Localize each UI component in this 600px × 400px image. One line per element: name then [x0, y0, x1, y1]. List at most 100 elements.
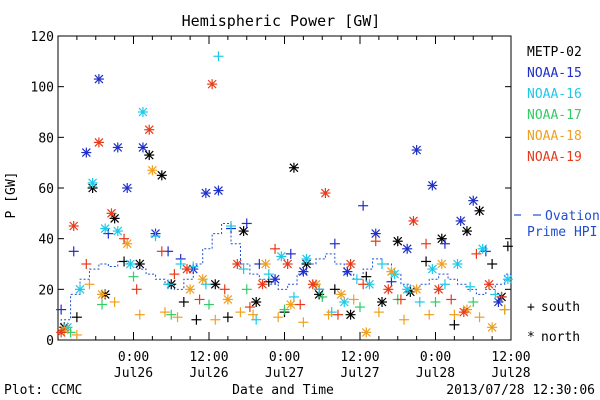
- point-noaa-18-north: [147, 165, 158, 176]
- point-noaa-16-north: [502, 274, 513, 285]
- point-noaa-18-south: [235, 307, 246, 318]
- point-noaa-15-south: [386, 276, 397, 287]
- point-noaa-17-south: [317, 291, 328, 302]
- point-noaa-15-north: [298, 266, 309, 277]
- point-noaa-18-north: [97, 289, 108, 300]
- point-noaa-15-north: [427, 180, 438, 191]
- point-noaa-16-north: [125, 259, 136, 269]
- point-noaa-19-south: [169, 269, 180, 280]
- point-metp-02-south: [502, 241, 513, 252]
- point-noaa-15-south: [56, 304, 67, 315]
- point-noaa-18-south: [399, 314, 410, 325]
- point-noaa-18-south: [210, 314, 221, 325]
- point-noaa-16-north: [301, 253, 312, 264]
- y-tick-label: 60: [38, 182, 54, 197]
- x-tick-label-date: Jul28: [416, 366, 455, 381]
- legend-item: NOAA-17: [527, 108, 582, 123]
- point-metp-02-north: [144, 150, 155, 161]
- point-noaa-19-north: [144, 124, 155, 135]
- y-tick-label: 80: [38, 131, 54, 146]
- point-noaa-19-south: [446, 294, 457, 305]
- point-noaa-16-south: [377, 259, 388, 269]
- point-metp-02-north: [134, 259, 145, 269]
- point-metp-02-north: [210, 279, 221, 290]
- y-tick-label: 100: [31, 81, 54, 96]
- x-tick-label-time: 12:00: [340, 350, 379, 365]
- point-noaa-16-north: [364, 279, 375, 290]
- x-axis-label: Date and Time: [232, 383, 334, 398]
- y-tick-label: 20: [38, 283, 54, 298]
- point-noaa-16-south: [251, 314, 262, 325]
- point-noaa-19-north: [232, 259, 243, 269]
- point-noaa-16-south: [490, 289, 501, 300]
- point-noaa-17-south: [97, 299, 108, 310]
- point-noaa-15-north: [122, 183, 133, 193]
- chart-title: Hemispheric Power [GW]: [182, 12, 381, 30]
- marker-legend-label: south: [541, 300, 580, 315]
- point-noaa-16-south: [351, 274, 362, 285]
- point-noaa-19-south: [358, 279, 369, 290]
- point-noaa-16-south: [288, 291, 299, 302]
- point-noaa-19-south: [156, 246, 167, 257]
- point-noaa-15-south: [285, 248, 296, 259]
- point-noaa-16-south: [414, 297, 425, 307]
- point-metp-02-north: [461, 226, 472, 237]
- y-tick-label: 0: [46, 334, 54, 349]
- point-metp-02-north: [288, 162, 299, 173]
- point-metp-02-south: [178, 297, 189, 307]
- point-noaa-18-south: [71, 329, 82, 340]
- point-noaa-15-north: [402, 243, 413, 254]
- point-noaa-18-south: [134, 309, 145, 320]
- data-points: [56, 51, 513, 340]
- point-noaa-19-south: [119, 233, 130, 244]
- point-noaa-19-north: [345, 259, 356, 269]
- point-noaa-19-south: [219, 284, 230, 295]
- point-noaa-17-south: [430, 297, 441, 307]
- point-noaa-17-south: [355, 302, 365, 313]
- point-noaa-18-north: [411, 284, 422, 295]
- x-tick-label-date: Jul27: [265, 366, 304, 381]
- point-noaa-15-south: [68, 246, 79, 257]
- marker-legend-symbol: *: [527, 330, 535, 345]
- point-noaa-15-north: [213, 185, 224, 196]
- point-metp-02-north: [156, 170, 167, 181]
- point-noaa-15-north: [468, 195, 479, 206]
- x-tick-label-date: Jul26: [189, 366, 228, 381]
- point-noaa-18-north: [260, 259, 271, 269]
- point-metp-02-south: [487, 259, 498, 269]
- point-noaa-18-north: [222, 294, 233, 305]
- point-noaa-17-south: [468, 297, 479, 307]
- point-noaa-16-south: [226, 221, 237, 231]
- point-noaa-19-north: [68, 221, 79, 231]
- point-noaa-16-south: [263, 269, 274, 280]
- point-noaa-15-north: [270, 274, 281, 285]
- point-metp-02-south: [71, 312, 82, 323]
- x-tick-label-date: Jul28: [491, 366, 530, 381]
- point-noaa-19-north: [320, 188, 331, 199]
- x-tick-label-time: 0:00: [118, 350, 149, 365]
- point-noaa-16-north: [112, 226, 123, 237]
- point-noaa-19-south: [194, 294, 205, 305]
- legend: METP-02 NOAA-15 NOAA-16 NOAA-17 NOAA-18 NOAA-…: [514, 45, 600, 345]
- point-metp-02-south: [361, 271, 372, 282]
- point-noaa-19-south: [395, 294, 406, 305]
- y-tick-label: 120: [31, 30, 54, 45]
- marker-legend-symbol: +: [527, 300, 535, 315]
- legend-item: NOAA-18: [527, 129, 582, 144]
- point-noaa-17-south: [128, 271, 139, 282]
- point-noaa-18-south: [273, 312, 284, 323]
- point-metp-02-north: [251, 297, 262, 307]
- point-metp-02-north: [474, 205, 485, 216]
- x-tick-label-time: 12:00: [189, 350, 228, 365]
- point-noaa-16-north: [276, 251, 287, 262]
- point-noaa-16-north: [87, 177, 98, 188]
- point-noaa-19-north: [307, 279, 318, 290]
- point-noaa-19-north: [106, 208, 117, 219]
- point-noaa-18-south: [84, 279, 95, 290]
- point-noaa-18-south: [474, 312, 485, 323]
- x-axis: 0:00Jul2612:00Jul260:00Jul2712:00Jul270:…: [57, 36, 531, 381]
- point-noaa-16-north: [452, 259, 463, 269]
- point-noaa-15-north: [93, 74, 104, 85]
- point-metp-02-south: [329, 284, 340, 295]
